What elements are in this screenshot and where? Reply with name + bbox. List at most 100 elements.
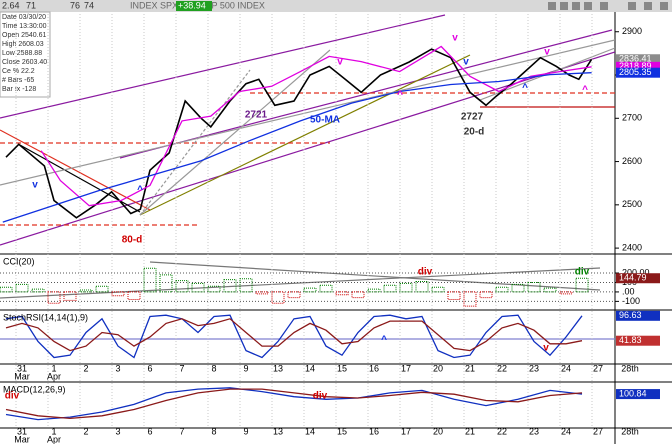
x-tick-label: 9 [243, 426, 248, 436]
x-tick-label: 28th [621, 363, 639, 373]
x-tick-label: 7 [179, 363, 184, 373]
x-tick-label: 24 [561, 426, 571, 436]
cci-bar [543, 287, 557, 293]
header-bar [0, 0, 672, 12]
series-line [5, 48, 593, 219]
x-tick-label: 20 [433, 363, 443, 373]
y-tick-label: 200.00 [622, 267, 650, 277]
value-box-label: 100.84 [619, 388, 647, 398]
cci-bar [47, 291, 61, 304]
info-line: Bar Ix -128 [2, 86, 36, 93]
x-tick-label: 16 [369, 363, 379, 373]
value-box-label: 144.79 [619, 273, 647, 283]
annotation: 80-d [122, 235, 143, 246]
cci-bar [495, 286, 509, 293]
channel-line [0, 51, 615, 246]
cci-bar [31, 288, 45, 293]
cci-bar [271, 291, 285, 304]
cci-bar [399, 282, 413, 293]
channel-line [119, 29, 613, 159]
cci-bar [463, 291, 477, 307]
cci-bar [255, 291, 269, 295]
annotation: v [543, 343, 549, 354]
cci-bar [527, 281, 541, 293]
cci-bar [0, 286, 13, 293]
x-tick-label: 6 [147, 363, 152, 373]
x-month-label: Mar [14, 371, 30, 381]
annotation: v [452, 33, 458, 44]
x-tick-label: 17 [401, 363, 411, 373]
y-tick-label: -100 [622, 296, 640, 306]
cci-bar [127, 291, 141, 300]
x-tick-label: 20 [433, 426, 443, 436]
series-line [5, 387, 583, 421]
annotation: 2721 [245, 110, 268, 121]
annotation: ^ [381, 335, 387, 346]
series-line [5, 318, 583, 352]
annotation: 50-MA [310, 115, 340, 126]
x-tick-label: 15 [337, 363, 347, 373]
annotation: div [418, 267, 433, 278]
panel-label: StochRSI(14,14(1),9) [3, 312, 88, 322]
info-line: High 2608.03 [2, 41, 44, 48]
x-tick-label: 3 [115, 426, 120, 436]
value-box [616, 310, 660, 321]
cci-bar [335, 291, 349, 296]
info-line: Close 2603.40 [2, 59, 47, 66]
cci-trend [0, 267, 601, 299]
trend-lines [0, 14, 615, 340]
panel-label: MACD(12,26,9) [3, 384, 66, 394]
series-line [5, 388, 583, 420]
value-box [616, 273, 660, 284]
cci-bar [175, 280, 189, 293]
cci-bar [319, 284, 333, 293]
header-field: 76 [70, 0, 80, 10]
info-box-bg [0, 11, 51, 98]
x-tick-label: 21 [465, 426, 475, 436]
cci-bar [159, 274, 173, 293]
x-tick-label: 21 [465, 363, 475, 373]
fan-line [0, 39, 615, 186]
cci-bar [79, 289, 93, 293]
cci-bar [479, 291, 493, 299]
fan-line [139, 49, 331, 216]
x-tick-label: 9 [243, 363, 248, 373]
x-tick-label: 27 [593, 426, 603, 436]
cci-bar [383, 284, 397, 293]
info-line: Time 13:30:00 [2, 23, 47, 30]
series-line [5, 314, 583, 359]
x-tick-label: 13 [273, 426, 283, 436]
value-box [616, 335, 660, 346]
y-tick-label: .00 [622, 286, 635, 296]
value-box-label: 96.63 [619, 310, 642, 320]
x-tick-label: 22 [497, 426, 507, 436]
fan-line [139, 69, 251, 216]
cci-bar [207, 285, 221, 293]
annotation: ^ [137, 185, 143, 196]
cci-bar [303, 287, 317, 293]
x-tick-label: 1 [51, 363, 56, 373]
x-tick-label: 13 [273, 363, 283, 373]
cci-bar [511, 283, 525, 293]
value-box-label: 2836.41 [619, 54, 652, 64]
cci-bar [575, 277, 589, 293]
cci-bar [223, 279, 237, 293]
annotation: div [5, 391, 20, 402]
x-tick-label: 1 [51, 426, 56, 436]
x-tick-label: 2 [83, 426, 88, 436]
y-tick-label: 2600 [622, 156, 642, 166]
cci-trend [149, 261, 601, 291]
x-tick-label: 14 [305, 363, 315, 373]
cci-bar [287, 291, 301, 299]
x-tick-label: 2 [83, 363, 88, 373]
x-tick-label: 16 [369, 426, 379, 436]
x-tick-label: 22 [497, 363, 507, 373]
value-box [616, 67, 660, 78]
x-tick-label: 7 [179, 426, 184, 436]
annotation: v [337, 57, 343, 68]
value-box [616, 61, 660, 72]
panel-label: CCI(20) [3, 256, 35, 266]
series-line [40, 45, 592, 207]
cci-bar [351, 291, 365, 299]
